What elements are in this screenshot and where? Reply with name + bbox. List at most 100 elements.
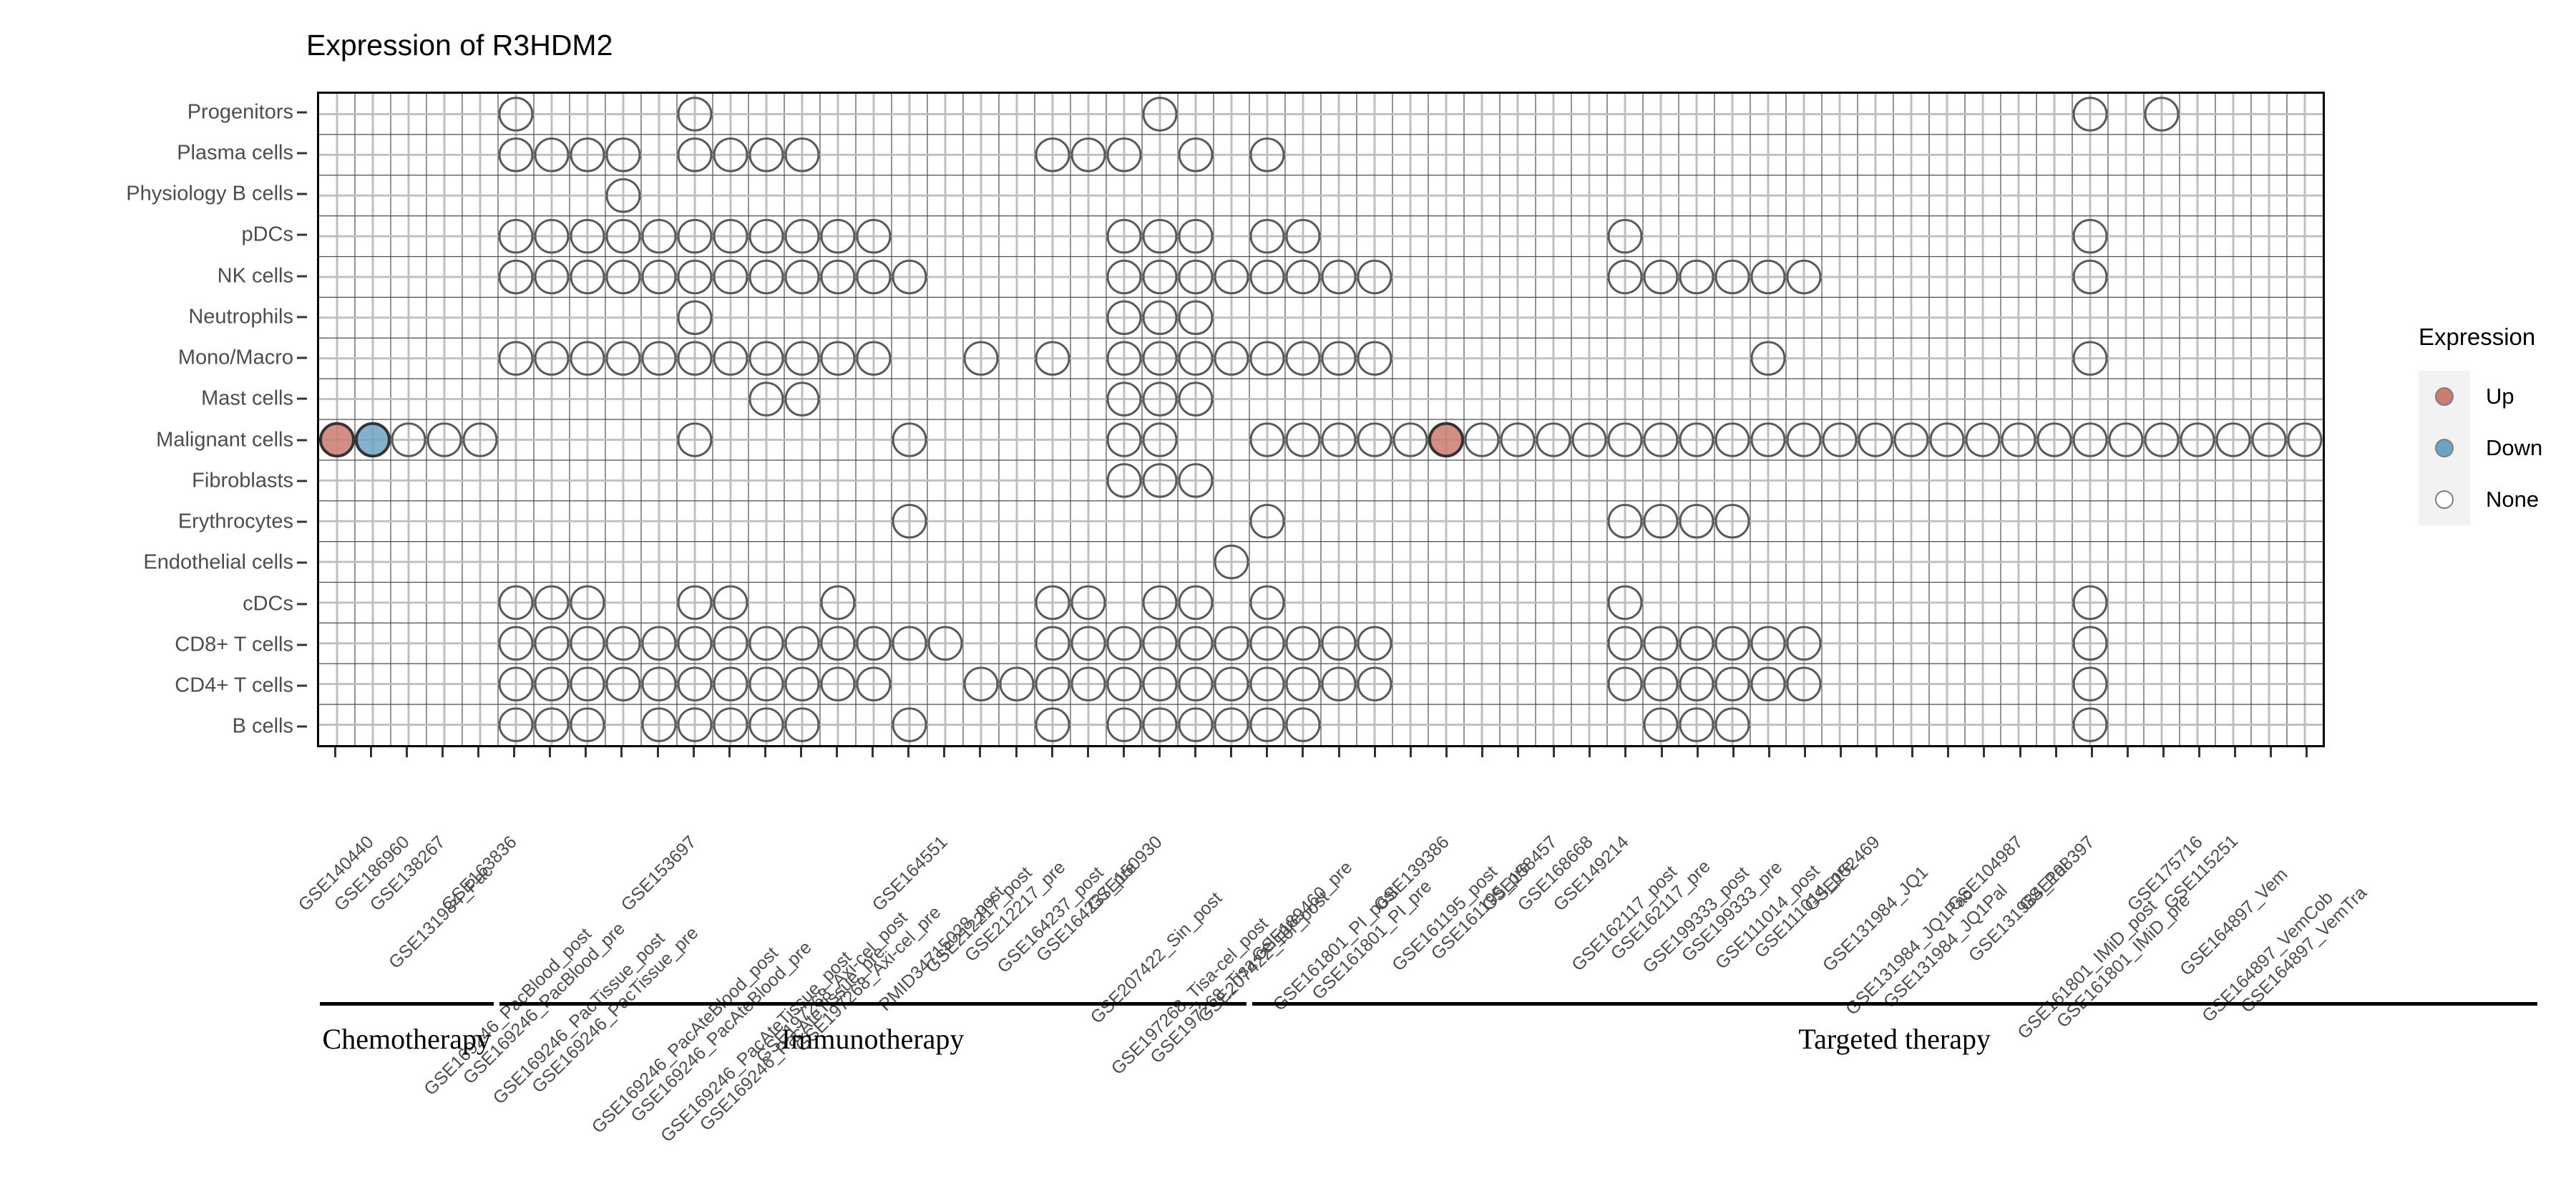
y-axis-tick xyxy=(297,397,307,400)
dot-cell xyxy=(1178,585,1214,621)
dot-cell xyxy=(1142,300,1178,336)
dot-cell xyxy=(927,626,963,661)
dot-cell xyxy=(677,422,713,457)
dot-cell xyxy=(1178,259,1214,295)
dot-cell xyxy=(534,137,570,172)
dot-cell xyxy=(391,422,426,457)
dot-cell xyxy=(1249,503,1285,539)
x-axis-label: GSE164897_VemCob xyxy=(2197,887,2337,1026)
dot-cell xyxy=(641,666,677,701)
x-axis-tick xyxy=(1050,747,1053,757)
dot-cell xyxy=(1679,707,1714,742)
dot-cell xyxy=(1178,137,1214,172)
dot-cell xyxy=(498,259,534,295)
dot-cell xyxy=(1679,503,1714,539)
dot-cell xyxy=(999,666,1035,701)
dot-cell xyxy=(856,341,892,376)
dot-cell xyxy=(1106,137,1142,172)
x-axis-tick xyxy=(1302,747,1304,757)
dot-cell xyxy=(1607,259,1643,295)
dot-cell xyxy=(1321,626,1357,661)
group-annotations: Chemotherapy Immunotherapy Targeted therap… xyxy=(317,1002,2537,1088)
y-axis-label: Progenitors xyxy=(187,100,293,124)
dot-cell xyxy=(1679,422,1714,457)
x-axis-tick xyxy=(1696,747,1699,757)
dot-cell xyxy=(534,585,570,621)
x-axis-tick xyxy=(1445,747,1448,757)
dot-cell xyxy=(1178,218,1214,254)
dot-cell xyxy=(1321,341,1357,376)
x-axis-tick xyxy=(2090,747,2093,757)
y-axis: Progenitors Plasma cells Physiology B cell… xyxy=(0,92,309,747)
y-axis-label: Erythrocytes xyxy=(177,510,293,533)
dot-cell xyxy=(1357,666,1392,701)
dot-cell xyxy=(1893,422,1929,457)
dot-cell xyxy=(1214,666,1249,701)
dot-cell xyxy=(1106,666,1142,701)
x-axis-tick xyxy=(1373,747,1376,757)
dot-cell xyxy=(1714,422,1750,457)
dot-cell xyxy=(1249,626,1285,661)
y-axis-label: pDCs xyxy=(241,223,293,246)
dot-cell xyxy=(1249,218,1285,254)
dot-cell xyxy=(1607,585,1643,621)
x-axis-tick xyxy=(333,747,336,757)
dot-cell xyxy=(1214,544,1249,580)
dot-cell xyxy=(1679,259,1714,295)
dot-cell xyxy=(677,300,713,336)
dot-cell xyxy=(1035,585,1070,621)
dot-cell xyxy=(1714,503,1750,539)
dot-cell xyxy=(1285,422,1321,457)
legend-dot-icon xyxy=(2435,490,2454,509)
grid-layer xyxy=(319,94,2323,745)
dot-cell xyxy=(1249,137,1285,172)
dot-cell xyxy=(2072,707,2108,742)
x-axis-tick xyxy=(369,747,372,757)
dot-cell xyxy=(1571,422,1607,457)
dot-cell xyxy=(820,626,856,661)
dot-cell xyxy=(677,626,713,661)
dot-cell xyxy=(748,666,784,701)
dot-cell xyxy=(784,381,820,417)
dot-cell xyxy=(1750,666,1786,701)
dot-cell xyxy=(1106,300,1142,336)
dot-cell xyxy=(1142,585,1178,621)
x-axis-tick xyxy=(1589,747,1591,757)
dot-cell xyxy=(784,218,820,254)
dot-cell xyxy=(856,218,892,254)
dot-cell xyxy=(677,259,713,295)
x-axis-tick xyxy=(1840,747,1843,757)
dot-cell xyxy=(892,626,927,661)
dot-cell xyxy=(713,666,748,701)
dot-cell xyxy=(1321,259,1357,295)
legend-item[interactable]: Up xyxy=(2419,371,2576,422)
dot-cell xyxy=(784,666,820,701)
dot-cell xyxy=(2072,666,2108,701)
x-axis: GSE140440 GSE186960 GSE138267 GSE131984_Pac… xyxy=(295,747,2371,1146)
dots-layer xyxy=(319,97,2323,742)
dot-cell xyxy=(641,259,677,295)
x-axis-tick xyxy=(1230,747,1233,757)
dot-cell xyxy=(1070,626,1106,661)
dot-cell xyxy=(605,137,641,172)
dot-cell xyxy=(820,259,856,295)
x-axis-tick xyxy=(585,747,587,757)
dot-cell xyxy=(1142,218,1178,254)
group-label: Targeted therapy xyxy=(1798,1023,1991,1055)
x-axis-tick xyxy=(1194,747,1197,757)
dot-cell xyxy=(1142,707,1178,742)
dot-cell xyxy=(1750,341,1786,376)
legend-item[interactable]: None xyxy=(2419,474,2576,525)
dot-cell xyxy=(1035,626,1070,661)
dot-cell xyxy=(1643,626,1679,661)
legend-label: Up xyxy=(2486,384,2514,409)
legend: Expression Up Down None xyxy=(2419,324,2576,525)
legend-label: Down xyxy=(2486,435,2543,460)
legend-item[interactable]: Down xyxy=(2419,422,2576,474)
dot-cell xyxy=(1786,626,1822,661)
x-axis-tick xyxy=(872,747,874,757)
dot-cell xyxy=(1178,381,1214,417)
x-axis-tick xyxy=(2162,747,2165,757)
x-axis-tick xyxy=(620,747,623,757)
dot-cell xyxy=(713,218,748,254)
